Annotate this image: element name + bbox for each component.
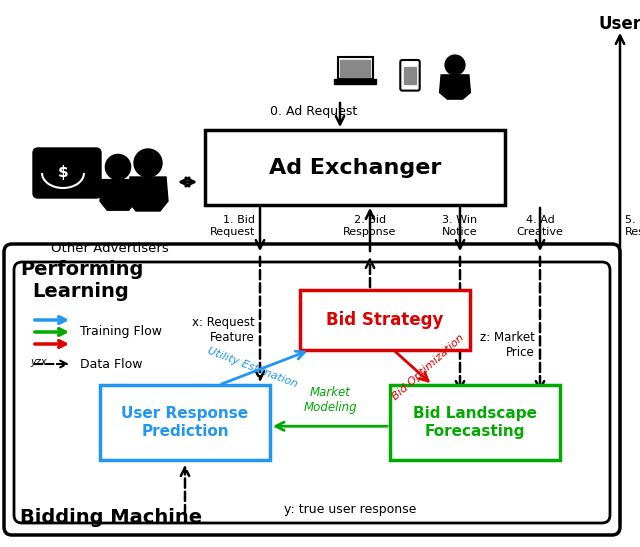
FancyBboxPatch shape (14, 262, 610, 523)
Bar (300, 290, 470, 350)
Text: x: Request
Feature: x: Request Feature (192, 316, 255, 344)
Polygon shape (128, 177, 168, 211)
Text: z: Market
Price: z: Market Price (480, 331, 535, 359)
Polygon shape (100, 179, 136, 210)
FancyBboxPatch shape (33, 148, 101, 198)
Text: 4. Ad
Creative: 4. Ad Creative (516, 215, 563, 237)
Bar (337, 57, 372, 79)
Bar (404, 67, 415, 84)
Bar (100, 385, 270, 460)
Circle shape (134, 149, 162, 177)
FancyBboxPatch shape (400, 60, 420, 91)
Text: Data Flow: Data Flow (80, 358, 143, 370)
Circle shape (445, 55, 465, 75)
FancyBboxPatch shape (4, 244, 620, 535)
Text: User: User (598, 15, 640, 33)
Text: 5. User
Response: 5. User Response (625, 215, 640, 237)
Bar (334, 79, 376, 84)
Text: Other Advertisers: Other Advertisers (51, 242, 169, 255)
Text: Bid Landscape
Forecasting: Bid Landscape Forecasting (413, 406, 537, 439)
Text: y: true user response: y: true user response (284, 503, 416, 515)
Text: Ad Exchanger: Ad Exchanger (269, 158, 441, 177)
Text: Learning: Learning (32, 282, 129, 301)
Text: 2. Bid
Response: 2. Bid Response (343, 215, 397, 237)
Text: Bid Optimization: Bid Optimization (390, 333, 466, 402)
Bar (205, 130, 505, 205)
Text: Market
Modeling: Market Modeling (303, 386, 357, 414)
Text: yzx: yzx (30, 357, 47, 367)
Text: Bid Strategy: Bid Strategy (326, 311, 444, 329)
Text: Utility Estimation: Utility Estimation (206, 346, 299, 389)
Text: $: $ (58, 166, 68, 181)
Text: 1. Bid
Request: 1. Bid Request (210, 215, 255, 237)
Text: Training Flow: Training Flow (80, 325, 162, 339)
Bar (340, 60, 370, 77)
Text: Bidding Machine: Bidding Machine (20, 508, 202, 527)
Text: User Response
Prediction: User Response Prediction (122, 406, 248, 439)
Circle shape (106, 154, 131, 179)
Text: 0. Ad Request: 0. Ad Request (270, 106, 357, 119)
Text: Performing: Performing (20, 260, 143, 279)
Text: 3. Win
Notice: 3. Win Notice (442, 215, 478, 237)
Polygon shape (440, 75, 470, 99)
Bar (390, 385, 560, 460)
